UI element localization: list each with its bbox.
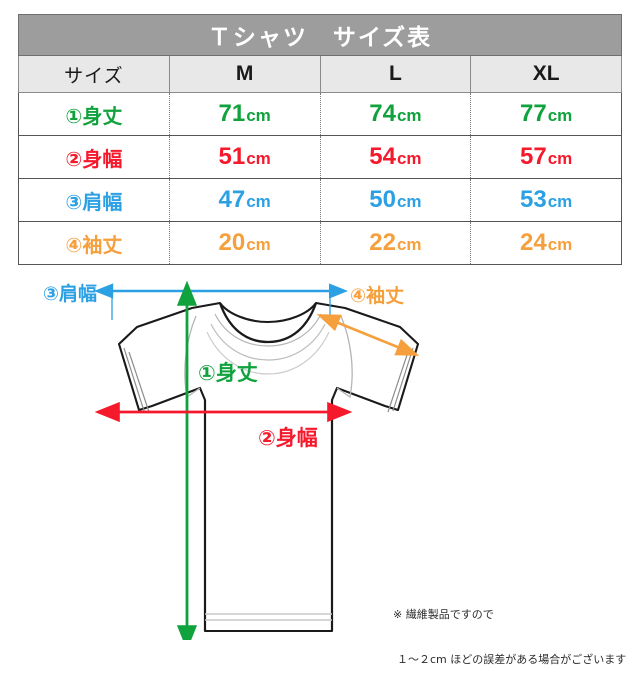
table-title-row: Ｔシャツ サイズ表 — [18, 14, 622, 56]
disclaimer-line-1: ※ 繊維製品ですので — [393, 608, 494, 621]
cell-shoulder-width-m: 47cm — [168, 178, 321, 222]
unit: cm — [396, 106, 422, 125]
unit: cm — [396, 192, 422, 211]
row-label-body-width: ②身幅 — [18, 135, 170, 179]
body-length-measure: ①身丈 — [176, 280, 258, 640]
row-label-body-length: ①身丈 — [18, 92, 170, 136]
value: 74 — [369, 100, 396, 127]
shoulder-width-measure: ③肩幅 — [43, 282, 348, 320]
unit: cm — [547, 149, 573, 168]
table-row: ③肩幅 47cm 50cm 53cm — [18, 178, 622, 222]
unit: cm — [246, 106, 271, 125]
cell-shoulder-width-xl: 53cm — [470, 178, 622, 222]
value: 51 — [218, 143, 246, 170]
cell-body-width-l: 54cm — [319, 135, 472, 179]
cell-sleeve-length-l: 22cm — [319, 221, 472, 265]
unit: cm — [396, 235, 422, 254]
unit: cm — [547, 235, 573, 254]
tshirt-outline — [117, 301, 420, 633]
cell-shoulder-width-l: 50cm — [319, 178, 472, 222]
sleeve-length-measure: ④袖丈 — [316, 284, 420, 356]
unit: cm — [246, 192, 271, 211]
body-length-label: ①身丈 — [198, 361, 258, 385]
size-chart-table: Ｔシャツ サイズ表 サイズ M L XL ①身丈 71cm 74cm 77cm … — [18, 14, 622, 265]
header-column-m: M — [168, 55, 321, 93]
value: 53 — [519, 186, 547, 213]
cell-sleeve-length-m: 20cm — [168, 221, 321, 265]
value: 50 — [369, 186, 396, 213]
value: 57 — [519, 143, 547, 170]
disclaimer-line-2: １〜２cm ほどの誤差がある場合がございます — [397, 653, 627, 666]
header-column-l: L — [319, 55, 472, 93]
table-row: ①身丈 71cm 74cm 77cm — [18, 92, 622, 136]
cell-body-length-xl: 77cm — [470, 92, 622, 136]
value: 24 — [519, 229, 547, 256]
cell-body-length-m: 71cm — [168, 92, 321, 136]
unit: cm — [246, 149, 271, 168]
row-label-sleeve-length: ④袖丈 — [18, 221, 170, 265]
cell-sleeve-length-xl: 24cm — [470, 221, 622, 265]
unit: cm — [547, 192, 573, 211]
body-width-measure: ②身幅 — [94, 401, 353, 450]
value: 20 — [218, 229, 246, 256]
sleeve-length-arrow — [316, 314, 420, 356]
cell-body-width-xl: 57cm — [470, 135, 622, 179]
row-label-shoulder-width: ③肩幅 — [18, 178, 170, 222]
body-width-label: ②身幅 — [258, 426, 318, 450]
unit: cm — [396, 149, 422, 168]
tshirt-measurement-diagram: ③肩幅 ④袖丈 ①身丈 ②身幅 — [0, 270, 640, 640]
value: 71 — [218, 100, 246, 127]
value: 22 — [369, 229, 396, 256]
unit: cm — [246, 235, 271, 254]
unit: cm — [547, 106, 573, 125]
size-chart-table-container: Ｔシャツ サイズ表 サイズ M L XL ①身丈 71cm 74cm 77cm … — [18, 14, 622, 265]
shoulder-width-label: ③肩幅 — [43, 282, 97, 305]
cell-body-length-l: 74cm — [319, 92, 472, 136]
header-column-xl: XL — [470, 55, 622, 93]
table-header-row: サイズ M L XL — [18, 55, 622, 93]
value: 47 — [218, 186, 246, 213]
disclaimer-note: ※ 繊維製品ですので １〜２cm ほどの誤差がある場合がございます — [386, 592, 626, 682]
header-size-label: サイズ — [18, 55, 170, 93]
table-title: Ｔシャツ サイズ表 — [18, 14, 622, 56]
value: 54 — [369, 143, 396, 170]
value: 77 — [519, 100, 547, 127]
cell-body-width-m: 51cm — [168, 135, 321, 179]
table-row: ②身幅 51cm 54cm 57cm — [18, 135, 622, 179]
table-row: ④袖丈 20cm 22cm 24cm — [18, 221, 622, 265]
sleeve-length-label: ④袖丈 — [350, 284, 404, 307]
